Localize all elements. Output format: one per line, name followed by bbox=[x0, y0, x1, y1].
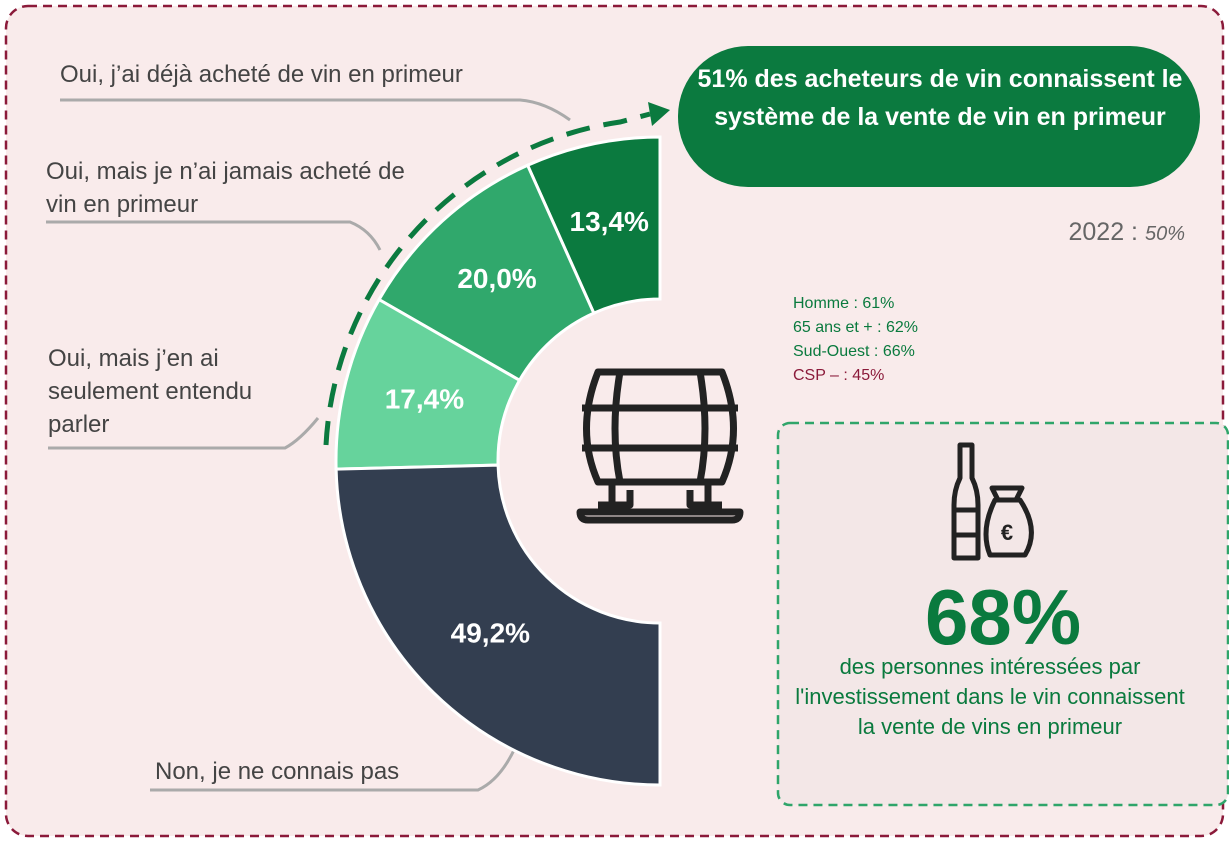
leader-line bbox=[60, 98, 571, 122]
donut: 13,4% 20,0% 17,4% 49,2% bbox=[334, 135, 662, 787]
comparison: 2022 : 50% bbox=[1069, 218, 1186, 247]
arc-arrow bbox=[323, 111, 651, 446]
value-label: 13,4% bbox=[570, 206, 649, 237]
donut-segment bbox=[334, 463, 662, 787]
value-label: 17,4% bbox=[385, 384, 464, 415]
leader-line bbox=[150, 747, 517, 792]
category-label: Oui, j’ai déjà acheté de vin en primeur bbox=[60, 61, 463, 88]
leader-line bbox=[48, 417, 320, 450]
investor-text: des personnes intéressées par l'investis… bbox=[795, 654, 1185, 739]
profile-stat: 65 ans et + : 62% bbox=[793, 319, 918, 336]
leader-lines bbox=[46, 98, 571, 792]
profile-stat: Homme : 61% bbox=[793, 295, 895, 312]
svg-text:€: € bbox=[1001, 520, 1013, 545]
callout-pill bbox=[678, 46, 1200, 187]
value-label: 49,2% bbox=[451, 617, 530, 648]
category-label: Oui, mais je n’ai jamais acheté de vin e… bbox=[46, 158, 405, 218]
investor-headline: 68% bbox=[924, 573, 1082, 661]
bottle-icon: € bbox=[951, 442, 1034, 561]
comparison-year: 2022 : bbox=[1068, 218, 1139, 246]
callout-text: 51% des acheteurs de vin connaissent le … bbox=[697, 65, 1183, 131]
profile-stat: CSP – : 45% bbox=[793, 367, 885, 384]
category-label: Oui, mais j’en ai seulement entendu parl… bbox=[48, 345, 253, 438]
value-label: 20,0% bbox=[457, 263, 536, 294]
barrel-icon bbox=[576, 368, 744, 524]
category-label: Non, je ne connais pas bbox=[155, 758, 400, 785]
comparison-value: 50% bbox=[1144, 223, 1185, 245]
investor-box bbox=[776, 421, 1229, 807]
profile-stat: Sud-Ouest : 66% bbox=[793, 343, 915, 360]
arrow-head bbox=[648, 102, 670, 126]
leader-line bbox=[46, 220, 382, 251]
